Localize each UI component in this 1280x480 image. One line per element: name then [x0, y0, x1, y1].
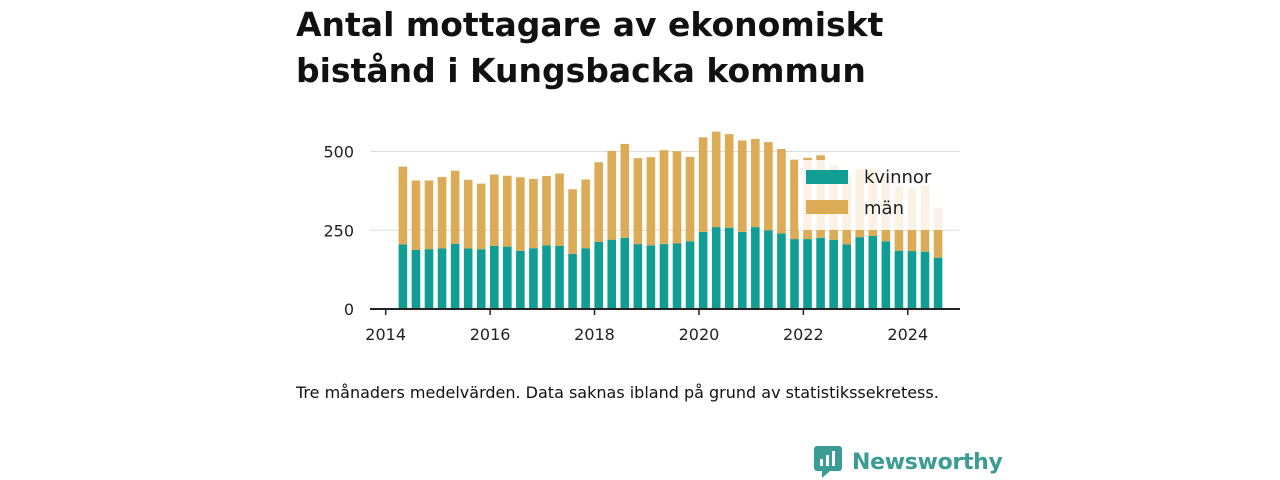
- bar-kvinnor[interactable]: [646, 245, 656, 309]
- bar-man[interactable]: [633, 158, 643, 245]
- legend-label-kvinnor: kvinnor: [864, 167, 932, 188]
- bar-kvinnor[interactable]: [685, 241, 695, 309]
- bar-kvinnor[interactable]: [751, 227, 760, 309]
- bar-man[interactable]: [568, 189, 577, 254]
- bar-kvinnor[interactable]: [711, 227, 721, 309]
- bar-man[interactable]: [450, 170, 460, 244]
- bar-man[interactable]: [594, 162, 603, 242]
- bar-man[interactable]: [790, 159, 799, 240]
- bar-kvinnor[interactable]: [568, 253, 577, 310]
- bar-kvinnor[interactable]: [529, 248, 538, 309]
- x-tick-label: 2016: [470, 325, 511, 344]
- bar-man[interactable]: [659, 150, 669, 245]
- bar-man[interactable]: [398, 166, 408, 245]
- bar-man[interactable]: [503, 175, 512, 247]
- bar-man[interactable]: [751, 138, 760, 228]
- bar-kvinnor[interactable]: [398, 244, 408, 309]
- x-tick-label: 2024: [887, 325, 928, 344]
- bar-man[interactable]: [411, 180, 421, 250]
- bar-kvinnor[interactable]: [894, 250, 904, 309]
- bar-kvinnor[interactable]: [842, 244, 851, 309]
- bar-man[interactable]: [529, 178, 538, 249]
- bar-kvinnor[interactable]: [868, 235, 878, 309]
- bar-man[interactable]: [737, 140, 747, 232]
- bar-kvinnor[interactable]: [777, 233, 786, 309]
- bar-kvinnor[interactable]: [489, 246, 499, 309]
- newsworthy-logo-icon: [814, 446, 842, 478]
- bar-kvinnor[interactable]: [411, 249, 421, 309]
- legend[interactable]: kvinnor män: [798, 160, 946, 230]
- bar-man[interactable]: [698, 137, 708, 232]
- bar-kvinnor[interactable]: [764, 230, 773, 309]
- bar-man[interactable]: [476, 183, 486, 250]
- chart-caption: Tre månaders medelvärden. Data saknas ib…: [296, 383, 939, 402]
- bar-kvinnor[interactable]: [607, 239, 617, 309]
- bar-kvinnor[interactable]: [450, 243, 460, 309]
- bar-man[interactable]: [424, 180, 434, 250]
- bar-kvinnor[interactable]: [581, 248, 590, 309]
- bar-man[interactable]: [555, 173, 564, 246]
- bar-kvinnor[interactable]: [698, 231, 708, 309]
- x-tick-label: 2022: [783, 325, 824, 344]
- legend-swatch-man: [806, 200, 848, 214]
- bar-kvinnor[interactable]: [659, 244, 669, 309]
- bar-man[interactable]: [646, 157, 656, 246]
- bar-kvinnor[interactable]: [594, 241, 603, 309]
- bar-kvinnor[interactable]: [737, 231, 747, 309]
- bar-kvinnor[interactable]: [724, 227, 734, 309]
- bar-kvinnor[interactable]: [855, 237, 865, 309]
- y-tick-label: 500: [323, 143, 354, 162]
- bar-kvinnor[interactable]: [633, 244, 643, 309]
- legend-label-man: män: [864, 198, 904, 219]
- bar-man[interactable]: [933, 207, 943, 258]
- bar-kvinnor[interactable]: [555, 246, 564, 309]
- bar-kvinnor[interactable]: [907, 251, 917, 309]
- bar-man[interactable]: [685, 156, 695, 242]
- bar-man[interactable]: [437, 177, 447, 249]
- x-tick-label: 2018: [574, 325, 615, 344]
- bar-man[interactable]: [581, 179, 590, 249]
- bar-kvinnor[interactable]: [503, 246, 512, 309]
- bar-man[interactable]: [542, 176, 551, 246]
- chart-title: Antal mottagare av ekonomiskt bistånd i …: [296, 5, 884, 90]
- y-tick-label: 250: [323, 221, 354, 240]
- bar-kvinnor[interactable]: [790, 239, 799, 309]
- bar-kvinnor[interactable]: [672, 243, 682, 309]
- bar-man[interactable]: [620, 143, 630, 238]
- bar-kvinnor[interactable]: [542, 245, 551, 309]
- x-tick-label: 2014: [365, 325, 406, 344]
- bar-kvinnor[interactable]: [829, 239, 838, 309]
- brand-name: Newsworthy: [852, 449, 1003, 475]
- bar-man[interactable]: [777, 148, 786, 234]
- bar-man[interactable]: [764, 142, 773, 231]
- y-tick-label: 0: [344, 300, 354, 319]
- bar-kvinnor[interactable]: [424, 249, 434, 309]
- bar-man[interactable]: [724, 134, 734, 228]
- bar-man[interactable]: [489, 174, 499, 247]
- x-tick-label: 2020: [679, 325, 720, 344]
- bar-man[interactable]: [516, 177, 525, 251]
- bar-kvinnor[interactable]: [881, 241, 891, 309]
- bar-chart: 0 250 500 2014 2016 2018 2020 2022 2024 kvinnor …: [323, 131, 960, 344]
- bar-kvinnor[interactable]: [516, 250, 525, 309]
- axes: 0 250 500 2014 2016 2018 2020 2022 2024: [323, 143, 960, 344]
- bar-man[interactable]: [463, 179, 473, 249]
- bar-man[interactable]: [607, 150, 617, 240]
- bar-kvinnor[interactable]: [933, 257, 943, 309]
- bar-man[interactable]: [711, 131, 721, 228]
- bar-kvinnor[interactable]: [803, 239, 812, 309]
- bar-kvinnor[interactable]: [620, 237, 630, 309]
- bar-kvinnor[interactable]: [437, 248, 447, 309]
- bar-man[interactable]: [672, 151, 682, 244]
- legend-swatch-kvinnor: [806, 170, 848, 184]
- bar-kvinnor[interactable]: [920, 251, 930, 309]
- bar-kvinnor[interactable]: [463, 248, 473, 309]
- bar-kvinnor[interactable]: [476, 249, 486, 309]
- brand[interactable]: Newsworthy: [814, 446, 1003, 478]
- bar-kvinnor[interactable]: [816, 237, 825, 309]
